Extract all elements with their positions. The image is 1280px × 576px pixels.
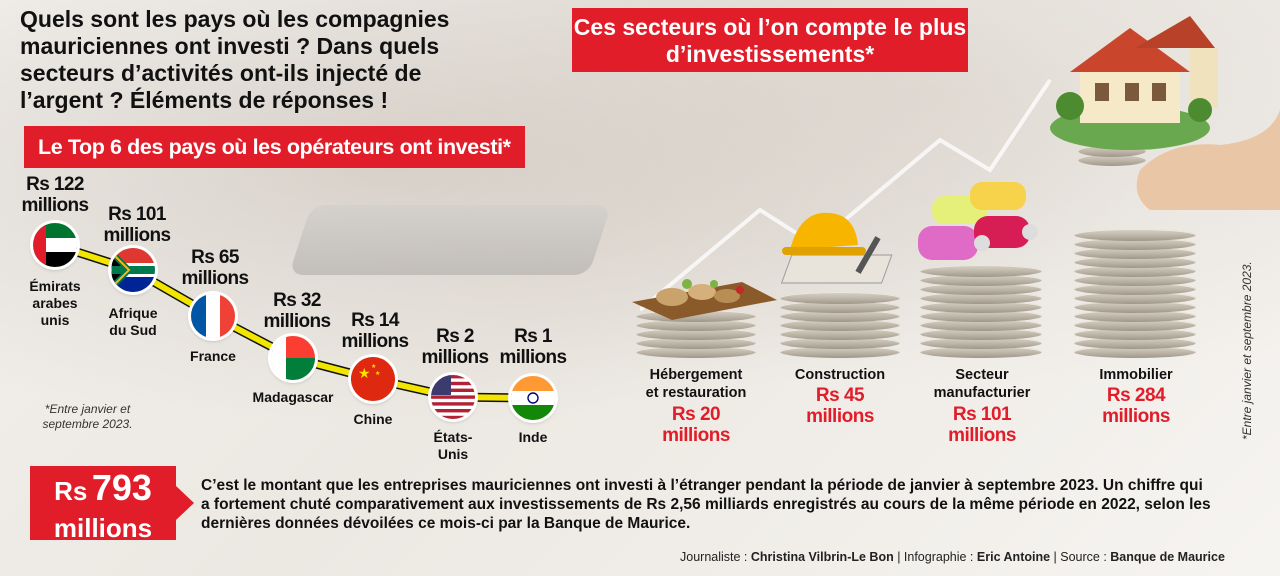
coin — [780, 337, 900, 349]
uae-flag-icon — [33, 223, 77, 267]
coin — [1074, 292, 1196, 304]
source-name: Banque de Maurice — [1110, 550, 1225, 564]
coin — [1074, 310, 1196, 322]
coin — [920, 283, 1042, 295]
coin — [1074, 247, 1196, 259]
coin — [920, 346, 1042, 358]
coin — [920, 328, 1042, 340]
food-platter-icon — [632, 279, 777, 320]
svg-text:★: ★ — [371, 363, 376, 370]
coin — [1074, 346, 1196, 358]
coin — [1074, 283, 1196, 295]
total-description: C’est le montant que les entreprises mau… — [201, 477, 1211, 532]
coin — [636, 337, 756, 349]
coin-stack — [780, 290, 900, 358]
house-icon — [1050, 16, 1218, 150]
svg-text:★: ★ — [358, 366, 371, 382]
coin — [636, 328, 756, 340]
total-amount-box: Rs 793 millions — [30, 466, 194, 543]
coin-stack — [636, 310, 756, 358]
coin-stack — [920, 260, 1042, 358]
coin — [1074, 238, 1196, 250]
hand-icon — [1136, 110, 1280, 210]
south-africa-flag-icon — [111, 248, 155, 292]
sector-label: Construction — [794, 367, 886, 383]
france-flag-icon — [191, 294, 235, 338]
coin — [1074, 328, 1196, 340]
countries-title: Le Top 6 des pays où les opérateurs ont … — [24, 126, 525, 168]
journalist-name: Christina Vilbrin-Le Bon — [750, 550, 894, 564]
coin — [780, 346, 900, 358]
intro-text: Quels sont les pays où les compagnies ma… — [20, 6, 450, 113]
madagascar-flag-icon — [271, 336, 315, 380]
coin — [780, 301, 900, 313]
country-amount: Rs 122 millions — [21, 174, 90, 216]
sector-label: Secteur manufacturier — [933, 367, 1031, 401]
country-name: Madagascar — [252, 389, 334, 405]
coin — [1074, 301, 1196, 313]
sectors-title: Ces secteurs où l’on compte le plus d’in… — [572, 8, 968, 72]
coin — [636, 319, 756, 331]
country-name: France — [190, 348, 236, 364]
coin — [780, 310, 900, 322]
background-photo — [0, 0, 1280, 470]
coin — [780, 292, 900, 304]
country-amount: Rs 1 millions — [499, 326, 568, 368]
country-name: Chine — [353, 411, 393, 427]
sector-amount: Rs 101 millions — [948, 404, 1016, 446]
sector-label: Immobilier — [1099, 367, 1173, 383]
total-unit: millions — [53, 513, 153, 543]
countries-footnote: *Entre janvier et septembre 2023. — [42, 402, 133, 431]
usa-flag-icon — [431, 375, 475, 419]
country-name: États- Unis — [433, 429, 473, 462]
credits-line: Journaliste : Christina Vilbrin-Le Bon |… — [680, 550, 1225, 564]
thread-spools-icon — [918, 182, 1038, 260]
coin — [1078, 154, 1146, 166]
coin — [780, 328, 900, 340]
total-value: 793 — [91, 467, 152, 508]
coin — [1074, 229, 1196, 241]
india-flag-icon — [511, 376, 555, 420]
coin — [1074, 319, 1196, 331]
china-flag-icon: ★ ★ ★ — [351, 357, 395, 401]
coin — [1074, 265, 1196, 277]
coin-stack — [1074, 226, 1196, 358]
country-name: Afrique du Sud — [108, 305, 158, 338]
coin — [920, 310, 1042, 322]
growth-arrow-decoration — [640, 78, 1052, 312]
sector-amount: Rs 284 millions — [1102, 385, 1170, 427]
coin — [1074, 337, 1196, 349]
infographic-author: Eric Antoine — [976, 550, 1051, 564]
coin — [920, 292, 1042, 304]
country-amount: Rs 2 millions — [421, 326, 490, 368]
svg-text:★: ★ — [375, 370, 380, 377]
sector-amount: Rs 20 millions — [662, 404, 730, 446]
coin — [920, 301, 1042, 313]
total-currency: Rs — [54, 476, 88, 506]
country-amount: Rs 101 millions — [103, 204, 172, 246]
coin — [920, 319, 1042, 331]
coin — [920, 337, 1042, 349]
country-name: Émirats arabes unis — [29, 278, 81, 328]
country-amount: Rs 65 millions — [181, 247, 250, 289]
hard-hat-tools-icon — [780, 212, 893, 284]
pointer-arrow — [176, 486, 194, 520]
coin — [920, 274, 1042, 286]
country-amount: Rs 14 millions — [341, 310, 410, 352]
coin — [636, 346, 756, 358]
sector-amount: Rs 45 millions — [806, 385, 874, 427]
country-amount: Rs 32 millions — [263, 290, 332, 332]
coin — [780, 319, 900, 331]
sector-label: Hébergement et restauration — [645, 367, 747, 401]
coin — [920, 265, 1042, 277]
country-name: Inde — [518, 429, 548, 445]
coin — [1074, 256, 1196, 268]
coin — [1074, 274, 1196, 286]
